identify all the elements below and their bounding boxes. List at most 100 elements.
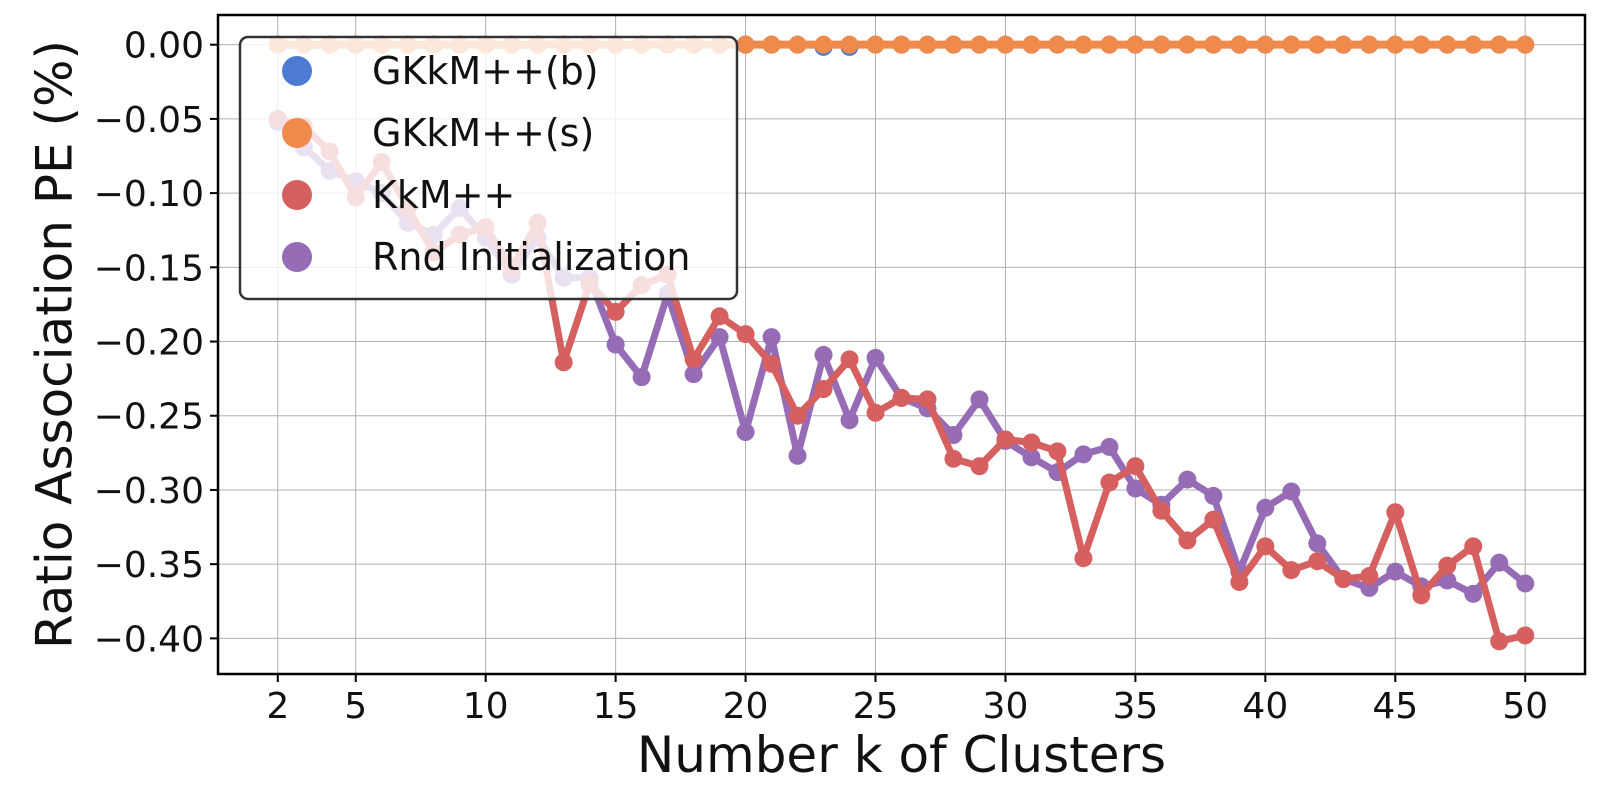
x-tick-label: 30 <box>983 686 1029 727</box>
data-point <box>866 35 885 54</box>
data-point <box>970 457 989 476</box>
data-point <box>1308 35 1327 54</box>
data-point <box>1516 574 1535 593</box>
data-point <box>1308 534 1327 553</box>
data-point <box>1516 626 1535 645</box>
data-point <box>1308 552 1327 571</box>
plot-frame <box>216 13 1587 676</box>
data-point <box>788 35 807 54</box>
data-point <box>814 35 833 54</box>
data-point <box>1074 35 1093 54</box>
data-point <box>814 380 833 399</box>
data-point <box>788 406 807 425</box>
data-point <box>918 390 937 409</box>
data-point <box>1334 35 1353 54</box>
data-point <box>1178 35 1197 54</box>
data-point <box>866 348 885 367</box>
data-point <box>606 335 625 354</box>
data-point <box>1412 35 1431 54</box>
data-point <box>1178 470 1197 489</box>
data-point <box>1438 556 1457 575</box>
data-point <box>970 390 989 409</box>
data-point <box>1386 503 1405 522</box>
y-tick-label: −0.40 <box>94 619 204 660</box>
data-point <box>762 328 781 347</box>
data-point <box>970 35 989 54</box>
y-tick-label: −0.25 <box>94 397 204 438</box>
data-point <box>1464 35 1483 54</box>
y-tick-label: −0.15 <box>94 248 204 289</box>
x-tick-label: 40 <box>1242 686 1288 727</box>
data-point <box>1204 486 1223 505</box>
data-point <box>1022 433 1041 452</box>
data-point <box>1438 35 1457 54</box>
data-point <box>1490 632 1509 651</box>
data-point <box>1074 445 1093 464</box>
legend-marker <box>282 56 312 86</box>
data-point <box>684 365 703 384</box>
data-point <box>1386 35 1405 54</box>
data-point <box>1412 586 1431 605</box>
data-point <box>1490 553 1509 572</box>
data-point <box>1360 567 1379 586</box>
data-point <box>1048 442 1067 461</box>
x-tick-label: 15 <box>593 686 639 727</box>
data-point <box>710 307 729 326</box>
x-axis-title: Number k of Clusters <box>637 726 1166 784</box>
data-point <box>814 345 833 364</box>
data-point <box>1022 35 1041 54</box>
x-axis: 2 5 10 15 20 25 30 35 40 45 50 <box>266 674 1548 727</box>
legend-label: Rnd Initialization <box>372 235 690 279</box>
data-point <box>710 328 729 347</box>
y-tick-label: −0.05 <box>94 100 204 141</box>
x-tick-label: 25 <box>853 686 899 727</box>
y-tick-label: 0.00 <box>124 26 204 67</box>
data-point <box>892 388 911 407</box>
data-point <box>736 423 755 442</box>
y-axis-title: Ratio Association PE (%) <box>26 40 84 649</box>
data-point <box>1126 457 1145 476</box>
legend: GKkM++(b) GKkM++(s) KkM++ Rnd Initializatio… <box>238 35 739 301</box>
data-point <box>1282 561 1301 580</box>
data-point <box>1204 510 1223 529</box>
legend-label: GKkM++(s) <box>372 111 594 155</box>
data-point <box>840 350 859 369</box>
x-tick-label: 50 <box>1502 686 1548 727</box>
data-point <box>1282 35 1301 54</box>
data-point <box>840 35 859 54</box>
data-point <box>944 35 963 54</box>
data-point <box>684 350 703 369</box>
data-point <box>1282 482 1301 501</box>
data-point <box>918 35 937 54</box>
data-point <box>762 354 781 373</box>
legend-marker <box>282 180 312 210</box>
data-point <box>1100 473 1119 492</box>
data-point <box>1100 437 1119 456</box>
legend-marker <box>282 242 312 272</box>
data-point <box>736 325 755 344</box>
data-point <box>1100 35 1119 54</box>
data-point <box>1126 35 1145 54</box>
y-axis: 0.00 −0.05 −0.10 −0.15 −0.20 −0.25 −0.30 −0.35 −… <box>94 26 218 660</box>
data-point <box>1230 572 1249 591</box>
data-point <box>1256 537 1275 556</box>
x-tick-label: 2 <box>266 686 289 727</box>
data-point <box>736 35 755 54</box>
data-point <box>1048 35 1067 54</box>
y-tick-label: −0.35 <box>94 545 204 586</box>
data-point <box>1256 498 1275 517</box>
data-point <box>1464 584 1483 603</box>
legend-label: KkM++ <box>372 173 515 217</box>
data-point <box>1386 562 1405 581</box>
y-tick-label: −0.20 <box>94 323 204 364</box>
data-point <box>1074 549 1093 568</box>
data-point <box>1204 35 1223 54</box>
data-point <box>1516 35 1535 54</box>
data-point <box>840 411 859 430</box>
data-point <box>1490 35 1509 54</box>
legend-marker <box>282 118 312 148</box>
y-tick-label: −0.10 <box>94 174 204 215</box>
data-point <box>1126 479 1145 498</box>
data-point <box>1334 570 1353 589</box>
